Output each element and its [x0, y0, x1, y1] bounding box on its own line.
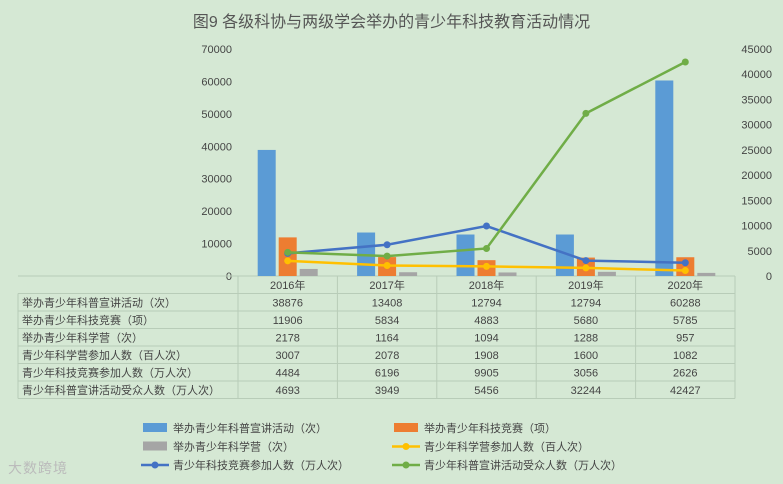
- table-row-label: 青少年科学营参加人数（百人次）: [22, 348, 187, 362]
- series-point: [383, 252, 391, 260]
- table-cell: 3056: [574, 368, 598, 380]
- series-point: [582, 264, 590, 272]
- y-right-tick-label: 40000: [741, 69, 772, 81]
- watermark: 大数跨境: [8, 460, 68, 476]
- y-right-tick-label: 45000: [741, 44, 772, 56]
- y-right-tick-label: 5000: [748, 246, 772, 258]
- y-left-tick-label: 60000: [201, 76, 232, 88]
- table-cell: 957: [676, 333, 694, 345]
- table-row-label: 青少年科普宣讲活动受众人数（万人次）: [22, 383, 220, 397]
- table-cell: 2626: [673, 368, 697, 380]
- bar: [257, 149, 276, 276]
- table-cell: 11906: [273, 315, 303, 327]
- table-cell: 5680: [574, 315, 598, 327]
- table-cell: 3007: [275, 350, 299, 362]
- table-cell: 2178: [275, 333, 299, 345]
- legend-swatch: [394, 423, 418, 432]
- table-cell: 5456: [474, 385, 498, 397]
- series-point: [681, 58, 689, 66]
- y-left-tick-label: 0: [226, 271, 232, 283]
- table-cell: 42427: [670, 385, 701, 397]
- table-row-label: 青少年科技竞赛参加人数（万人次）: [22, 366, 198, 380]
- table-cell: 1600: [574, 350, 598, 362]
- bar: [555, 234, 574, 276]
- x-tick-label: 2018年: [469, 278, 504, 292]
- legend-swatch: [402, 461, 410, 469]
- y-right-tick-label: 35000: [741, 94, 772, 106]
- legend-swatch: [143, 423, 167, 432]
- bar: [655, 80, 674, 276]
- table-cell: 3949: [375, 385, 399, 397]
- table-cell: 38876: [272, 298, 303, 310]
- y-right-tick-label: 0: [766, 271, 772, 283]
- y-left-tick-label: 40000: [201, 141, 232, 153]
- table-cell: 1082: [673, 350, 697, 362]
- series-line: [287, 224, 686, 265]
- y-left-tick-label: 20000: [201, 206, 232, 218]
- table-cell: 1908: [474, 350, 498, 362]
- y-right-tick-label: 15000: [741, 195, 772, 207]
- legend-swatch: [402, 443, 410, 450]
- table-cell: 1288: [574, 333, 598, 345]
- x-tick-label: 2019年: [568, 278, 603, 292]
- table-cell: 9905: [474, 368, 498, 380]
- series-point: [483, 244, 490, 252]
- series-point: [582, 109, 590, 117]
- legend-label: 青少年科学营参加人数（百人次）: [424, 440, 589, 454]
- table-cell: 4484: [275, 368, 299, 380]
- y-left-tick-label: 70000: [201, 44, 232, 56]
- series-point: [383, 262, 391, 270]
- series-point: [483, 222, 490, 230]
- y-left-tick-label: 30000: [201, 174, 232, 186]
- legend-label: 青少年科技竞赛参加人数（万人次）: [173, 458, 349, 472]
- bar: [697, 272, 716, 276]
- table-cell: 4693: [275, 385, 299, 397]
- series-point: [681, 259, 689, 267]
- series-point: [582, 257, 590, 265]
- table-cell: 32244: [571, 385, 602, 397]
- table-row-label: 举办青少年科技竞赛（项）: [22, 313, 154, 327]
- table-cell: 5785: [673, 315, 697, 327]
- legend-swatch: [151, 461, 159, 469]
- x-tick-label: 2017年: [369, 278, 404, 292]
- table-cell: 5834: [375, 315, 399, 327]
- y-left-tick-label: 10000: [201, 239, 232, 251]
- table-row-label: 举办青少年科普宣讲活动（次）: [22, 296, 176, 310]
- legend-label: 举办青少年科学营（次）: [173, 440, 294, 454]
- chart-title: 图9 各级科协与两级学会举办的青少年科技教育活动情况: [192, 14, 591, 31]
- table-cell: 4883: [474, 315, 498, 327]
- legend-label: 青少年科普宣讲活动受众人数（万人次）: [424, 458, 622, 472]
- y-right-tick-label: 10000: [741, 221, 772, 233]
- series-point: [284, 257, 292, 265]
- y-right-tick-label: 25000: [741, 145, 772, 157]
- series-point: [483, 262, 490, 270]
- table-cell: 60288: [670, 298, 701, 310]
- bar: [456, 234, 475, 276]
- y-right-tick-label: 20000: [741, 170, 772, 182]
- series-point: [284, 248, 292, 256]
- table-cell: 12794: [471, 298, 502, 310]
- bar: [399, 272, 418, 276]
- table-cell: 2078: [375, 350, 399, 362]
- y-right-tick-label: 30000: [741, 120, 772, 132]
- x-tick-label: 2016年: [270, 278, 305, 292]
- legend-swatch: [143, 441, 167, 451]
- table-row-label: 举办青少年科学营（次）: [22, 331, 143, 345]
- legend-label: 举办青少年科普宣讲活动（次）: [173, 421, 327, 435]
- table-cell: 13408: [372, 298, 403, 310]
- table-cell: 6196: [375, 368, 399, 380]
- bar: [299, 268, 318, 276]
- table-cell: 1164: [375, 333, 399, 345]
- series-point: [681, 267, 689, 275]
- y-left-tick-label: 50000: [201, 109, 232, 121]
- table-cell: 12794: [571, 298, 602, 310]
- bar: [597, 271, 616, 276]
- series-point: [383, 241, 391, 249]
- legend-label: 举办青少年科技竞赛（项）: [424, 421, 556, 435]
- bar: [498, 272, 517, 276]
- table-cell: 1094: [474, 333, 498, 345]
- x-tick-label: 2020年: [668, 278, 703, 292]
